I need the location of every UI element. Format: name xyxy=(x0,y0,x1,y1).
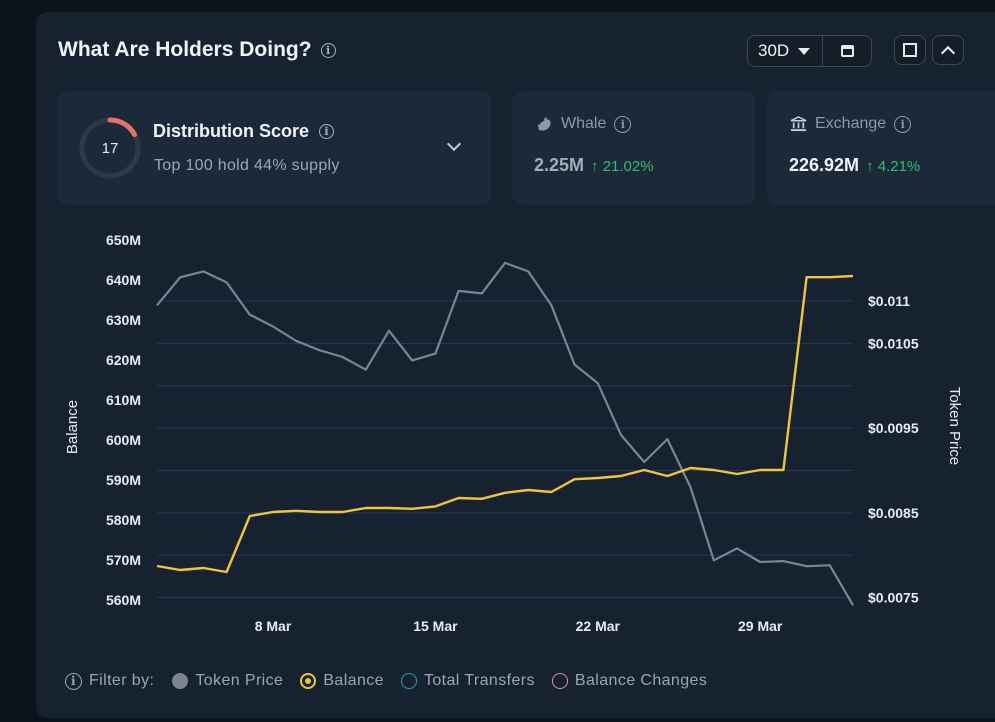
legend-total-transfers[interactable]: Total Transfers xyxy=(400,672,535,690)
left-axis-title: Balance xyxy=(64,400,81,454)
balance-dot-icon xyxy=(300,673,317,689)
expand-icon xyxy=(903,43,918,57)
holders-chart: 560M 570M 580M 590M 600M 610M 620M 630M 640M 650M… xyxy=(64,232,963,634)
distribution-subtitle: Top 100 hold 44% supply xyxy=(154,157,340,174)
bank-icon xyxy=(790,116,807,132)
exchange-change: ↑ 4.21% xyxy=(866,158,921,175)
token-price-dot-icon xyxy=(172,673,189,689)
left-tick-label: 640M xyxy=(106,272,141,288)
info-icon[interactable]: i xyxy=(320,42,336,58)
range-dropdown[interactable]: 30D xyxy=(748,36,824,66)
x-tick-label: 22 Mar xyxy=(576,618,621,634)
distribution-score-value: 17 xyxy=(101,139,119,157)
whale-label: Whale xyxy=(561,115,607,132)
legend-label: Balance xyxy=(323,672,384,689)
transfers-dot-icon xyxy=(400,673,417,689)
right-tick-label: $0.0095 xyxy=(868,420,919,436)
right-tick-label: $0.0085 xyxy=(868,505,919,521)
left-axis-ticks: 560M 570M 580M 590M 600M 610M 620M 630M 640M 650M xyxy=(106,232,141,608)
range-label: 30D xyxy=(758,41,790,60)
header-controls: 30D xyxy=(747,35,965,67)
legend-label: Token Price xyxy=(195,672,284,689)
exchange-head: Exchange i xyxy=(790,115,912,133)
page-title: What Are Holders Doing? xyxy=(58,38,312,61)
whale-change: ↑ 21.02% xyxy=(591,158,654,175)
left-tick-label: 570M xyxy=(106,552,141,568)
chart-grid xyxy=(157,300,853,599)
whale-card: Whale i 2.25M ↑ 21.02% xyxy=(512,91,755,205)
whale-value: 2.25M xyxy=(534,155,585,175)
whale-icon xyxy=(537,116,551,131)
filter-label-group: i Filter by: xyxy=(65,672,154,690)
x-tick-label: 15 Mar xyxy=(413,618,458,634)
distribution-score-card[interactable]: 17 Distribution Score i Top 100 hold 44%… xyxy=(58,91,491,205)
distribution-gauge xyxy=(79,117,141,179)
left-tick-label: 590M xyxy=(106,472,141,488)
info-icon[interactable]: i xyxy=(614,115,632,133)
x-tick-label: 29 Mar xyxy=(738,618,783,634)
fullscreen-button[interactable] xyxy=(894,35,927,65)
legend-label: Total Transfers xyxy=(423,672,535,689)
legend-balance-changes[interactable]: Balance Changes xyxy=(551,672,708,690)
exchange-value: 226.92M xyxy=(789,155,860,175)
range-control: 30D xyxy=(747,35,873,67)
left-tick-label: 580M xyxy=(106,512,141,528)
title-row: What Are Holders Doing? i xyxy=(58,38,336,62)
legend-label: Balance Changes xyxy=(574,672,708,689)
left-tick-label: 630M xyxy=(106,312,141,328)
info-icon[interactable]: i xyxy=(65,672,82,690)
left-tick-label: 650M xyxy=(106,232,141,248)
right-axis-ticks: $0.0075 $0.0085 $0.0095 $0.0105 $0.011 xyxy=(868,293,919,605)
distribution-title-row: Distribution Score i xyxy=(153,121,335,142)
x-axis-ticks: 8 Mar 15 Mar 22 Mar 29 Mar xyxy=(255,618,783,634)
distribution-title: Distribution Score xyxy=(153,121,310,141)
x-tick-label: 8 Mar xyxy=(255,618,292,634)
exchange-card: Exchange i 226.92M ↑ 4.21% xyxy=(767,91,995,205)
chart-series xyxy=(156,261,854,606)
right-tick-label: $0.0075 xyxy=(868,590,919,606)
changes-dot-icon xyxy=(551,673,568,689)
info-icon[interactable]: i xyxy=(894,115,912,133)
right-tick-label: $0.0105 xyxy=(868,335,919,351)
exchange-value-row: 226.92M ↑ 4.21% xyxy=(789,155,920,176)
left-tick-label: 560M xyxy=(106,592,141,608)
calendar-button[interactable] xyxy=(823,36,871,66)
left-tick-label: 620M xyxy=(106,352,141,368)
token-price-line xyxy=(156,261,854,606)
info-icon[interactable]: i xyxy=(319,124,335,139)
whale-value-row: 2.25M ↑ 21.02% xyxy=(534,155,654,176)
calendar-icon xyxy=(840,45,854,57)
balance-line xyxy=(156,274,854,574)
exchange-label: Exchange xyxy=(815,115,887,132)
collapse-button[interactable] xyxy=(932,35,965,65)
whale-head: Whale i xyxy=(536,115,632,133)
caret-down-icon xyxy=(798,47,811,55)
left-tick-label: 600M xyxy=(106,432,141,448)
chart-legend: i Filter by: Token Price Balance Total T… xyxy=(65,672,724,690)
right-tick-label: $0.011 xyxy=(868,293,910,309)
legend-balance[interactable]: Balance xyxy=(300,672,384,690)
left-tick-label: 610M xyxy=(106,392,141,408)
right-axis-title: Token Price xyxy=(946,387,963,465)
legend-token-price[interactable]: Token Price xyxy=(172,672,283,690)
filter-label: Filter by: xyxy=(89,672,155,689)
